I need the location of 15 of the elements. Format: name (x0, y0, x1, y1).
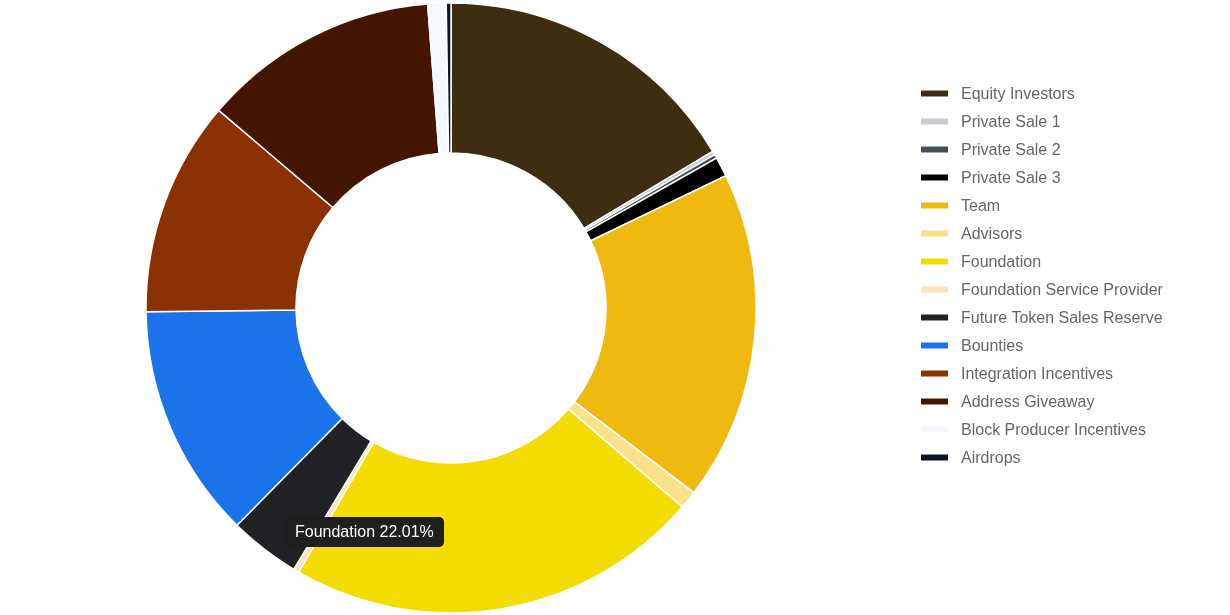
legend-label: Airdrops (961, 448, 1021, 466)
text: Foundation 22.01% (285, 517, 444, 547)
legend-label: Block Producer Incentives (961, 420, 1146, 438)
legend-label: Team (961, 196, 1001, 214)
legend-label: Future Token Sales Reserve (961, 308, 1163, 326)
legend-label: Bounties (961, 336, 1024, 354)
legend-label: Foundation (961, 252, 1042, 270)
legend-label: Private Sale 3 (961, 168, 1061, 186)
legend-label: Advisors (961, 224, 1023, 242)
legend-label: Private Sale 2 (961, 140, 1061, 158)
legend-label: Foundation Service Provider (961, 280, 1164, 298)
legend-label: Address Giveaway (961, 392, 1095, 410)
legend-label: Private Sale 1 (961, 112, 1061, 130)
legend-label: Equity Investors (961, 84, 1075, 102)
legend-label: Integration Incentives (961, 364, 1114, 382)
